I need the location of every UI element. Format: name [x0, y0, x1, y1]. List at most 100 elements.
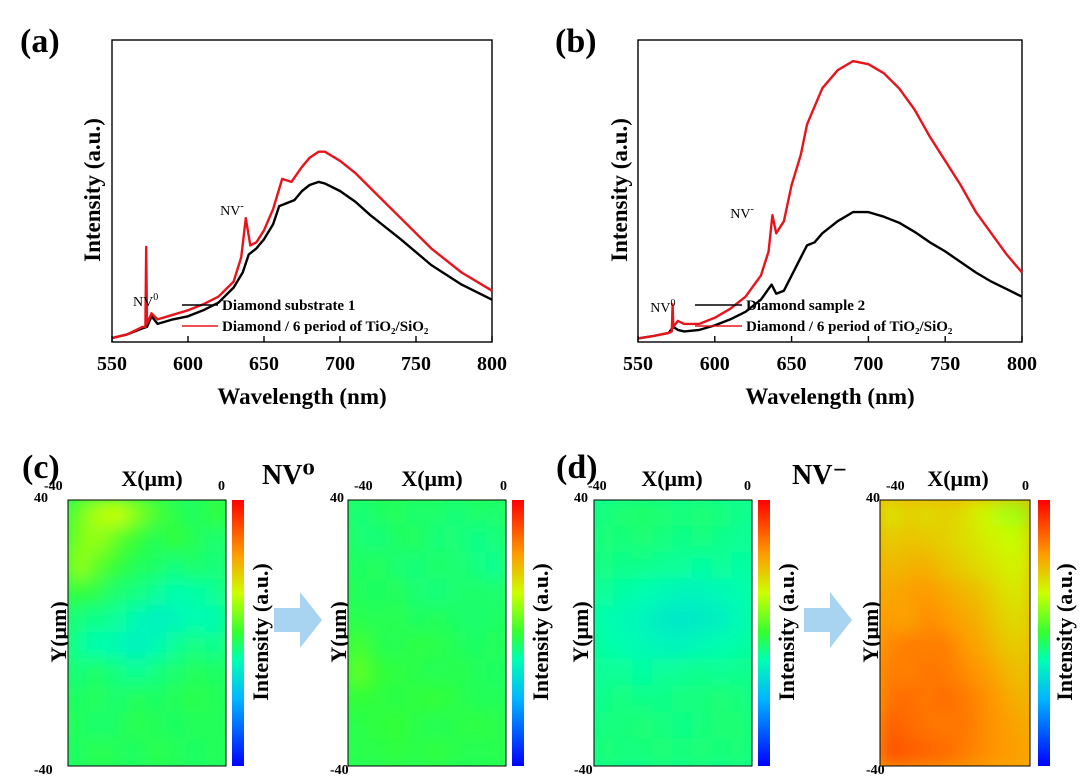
panel-d-letter: (d) — [556, 449, 598, 486]
panel-d-map2-cell-4-6 — [991, 605, 1013, 634]
panel-c-map2-cell-6-2 — [386, 658, 409, 688]
panel-b-series-1-line — [637, 210, 1023, 340]
panel-c-map1-cell-6-4 — [146, 658, 168, 688]
panel-d-map2-cell-6-6 — [991, 658, 1013, 688]
panel-c-map1-cell-6-3 — [126, 658, 148, 688]
panel-c-map1-cell-0-4 — [146, 500, 168, 528]
panel-d-map1-cell-0-2 — [632, 500, 655, 528]
panel-d-map2-cell-9-5 — [972, 738, 994, 766]
panel-d-map2-cell-2-0 — [880, 552, 900, 581]
panel-c-map2-cell-3-7 — [485, 578, 506, 608]
panel-d-map1-cell-7-3 — [652, 685, 674, 714]
panel-a-nvminus-label: NV- — [220, 201, 244, 219]
panel-d-map1-cell-0-1 — [612, 500, 635, 528]
panel-c-map2-cell-3-3 — [406, 578, 428, 608]
panel-c-map2-cell-7-4 — [426, 685, 448, 714]
panel-d-map2-cell-5-7 — [1010, 632, 1030, 661]
panel-c-map2-cell-4-5 — [445, 605, 468, 634]
panel-b-x-tick-label-5: 800 — [1007, 353, 1037, 375]
panel-d-map2-cell-3-4 — [954, 578, 975, 608]
panel-d-map1-cell-0-6 — [711, 500, 734, 528]
panel-d-map1-cell-8-1 — [612, 711, 635, 741]
panel-c-map2-cell-0-6 — [465, 500, 488, 528]
panel-d-right-arrow-icon — [804, 592, 852, 648]
panel-d-map2-cell-9-1 — [897, 738, 919, 766]
panel-d-colorbar-1 — [758, 500, 770, 766]
panel-d-map2-cell-3-6 — [991, 578, 1013, 608]
panel-d-map1-cell-1-4 — [672, 525, 694, 555]
panel-d-map1-cell-7-7 — [731, 685, 752, 714]
panel-d-map2-cell-0-1 — [897, 500, 919, 528]
panel-c-nv0-maps: (c) NV⁰ -40 0 40 -40 X(μm) Y(μm) Intensi… — [22, 449, 553, 778]
panel-d-map2-cell-0-6 — [991, 500, 1013, 528]
panel-c-map1-cell-3-2 — [106, 578, 129, 608]
panel-d-map1-cell-6-3 — [652, 658, 674, 688]
panel-d-map1-xmin: -40 — [588, 479, 607, 494]
panel-c-map2-cell-8-0 — [348, 711, 369, 741]
panel-d-map1-cell-0-3 — [652, 500, 674, 528]
panel-d-map1-cell-5-1 — [612, 632, 635, 661]
panel-c-right-arrow-icon — [274, 592, 322, 648]
panel-c-map1-cell-3-4 — [146, 578, 168, 608]
panel-c-map2-cell-2-7 — [485, 552, 506, 581]
panel-d-colorbar-2-label: Intensity (a.u.) — [1052, 563, 1077, 701]
panel-c-map1-cell-5-3 — [126, 632, 148, 661]
panel-c-map2-cell-6-6 — [465, 658, 488, 688]
panel-c-map2-cell-8-7 — [485, 711, 506, 741]
panel-c-map2-cell-5-1 — [366, 632, 389, 661]
panel-c-map2-cell-4-6 — [465, 605, 488, 634]
panel-c-map1-cell-8-4 — [146, 711, 168, 741]
panel-c-map1-cell-7-1 — [86, 685, 109, 714]
panel-d-map2-cell-8-2 — [916, 711, 938, 741]
panel-b-legend: Diamond sample 2 Diamond / 6 period of T… — [695, 298, 953, 335]
panel-c-map2-cell-3-2 — [386, 578, 409, 608]
panel-c-map2-cell-1-7 — [485, 525, 506, 555]
panel-d-map2-cell-0-2 — [916, 500, 938, 528]
panel-d-map1-cell-4-6 — [711, 605, 734, 634]
panel-d-map2-cell-3-1 — [897, 578, 919, 608]
panel-c-map1-cell-9-0 — [68, 738, 89, 766]
panel-d-map2-cell-3-3 — [935, 578, 956, 608]
panel-d-colorbar-1-label: Intensity (a.u.) — [774, 563, 799, 701]
panel-c-colorbar-1-label: Intensity (a.u.) — [248, 563, 273, 701]
panel-d-map2-cell-2-1 — [897, 552, 919, 581]
panel-b-nvminus-label: NV- — [730, 204, 754, 222]
panel-d-map2-cell-6-4 — [954, 658, 975, 688]
panel-c-map1-cell-3-1 — [86, 578, 109, 608]
panel-d-map1-cell-1-2 — [632, 525, 655, 555]
panel-c-map1-cell-7-3 — [126, 685, 148, 714]
panel-c-map2-cell-6-3 — [406, 658, 428, 688]
panel-d-map2-xmin: -40 — [886, 479, 905, 494]
panel-c-map1-cell-7-2 — [106, 685, 129, 714]
panel-c-map2-cell-0-2 — [386, 500, 409, 528]
panel-a-nvminus-base: NV — [220, 204, 240, 219]
panel-c-map2-heatmap — [347, 499, 507, 767]
panel-c-map1-cell-2-4 — [146, 552, 168, 581]
panel-d-map1-cell-1-0 — [594, 525, 615, 555]
panel-a-x-axis-title: Wavelength (nm) — [217, 384, 386, 409]
panel-c-map2-cell-6-4 — [426, 658, 448, 688]
panel-c-map1-cell-9-2 — [106, 738, 129, 766]
panel-c-map2-cell-7-2 — [386, 685, 409, 714]
panel-d-map2-cell-8-4 — [954, 711, 975, 741]
panel-d-map1-cell-1-7 — [731, 525, 752, 555]
panel-d-map1-cell-3-2 — [632, 578, 655, 608]
panel-c-map1-cells — [68, 500, 226, 766]
panel-d-map2-cell-1-6 — [991, 525, 1013, 555]
panel-d-map1-cells — [594, 500, 752, 766]
panel-d-map2-cell-9-7 — [1010, 738, 1030, 766]
panel-d-map1-cell-9-0 — [594, 738, 615, 766]
panel-c-map2-cell-7-7 — [485, 685, 506, 714]
panel-b-nvminus-sup: - — [751, 204, 754, 215]
panel-c-map1-cell-0-7 — [205, 500, 226, 528]
panel-d-map1-ymin: -40 — [574, 763, 593, 778]
panel-b-x-axis-title: Wavelength (nm) — [745, 384, 914, 409]
panel-d-map2-cell-4-3 — [935, 605, 956, 634]
panel-c-map2-cell-6-7 — [485, 658, 506, 688]
panel-d-map2-cell-1-7 — [1010, 525, 1030, 555]
panel-d-map2-cell-1-5 — [972, 525, 994, 555]
panel-a-nv0-sup: 0 — [153, 292, 158, 303]
panel-c-colorbar-2-label: Intensity (a.u.) — [528, 563, 553, 701]
panel-d-map1-cell-8-5 — [691, 711, 714, 741]
panel-c-map2-cell-4-0 — [348, 605, 369, 634]
